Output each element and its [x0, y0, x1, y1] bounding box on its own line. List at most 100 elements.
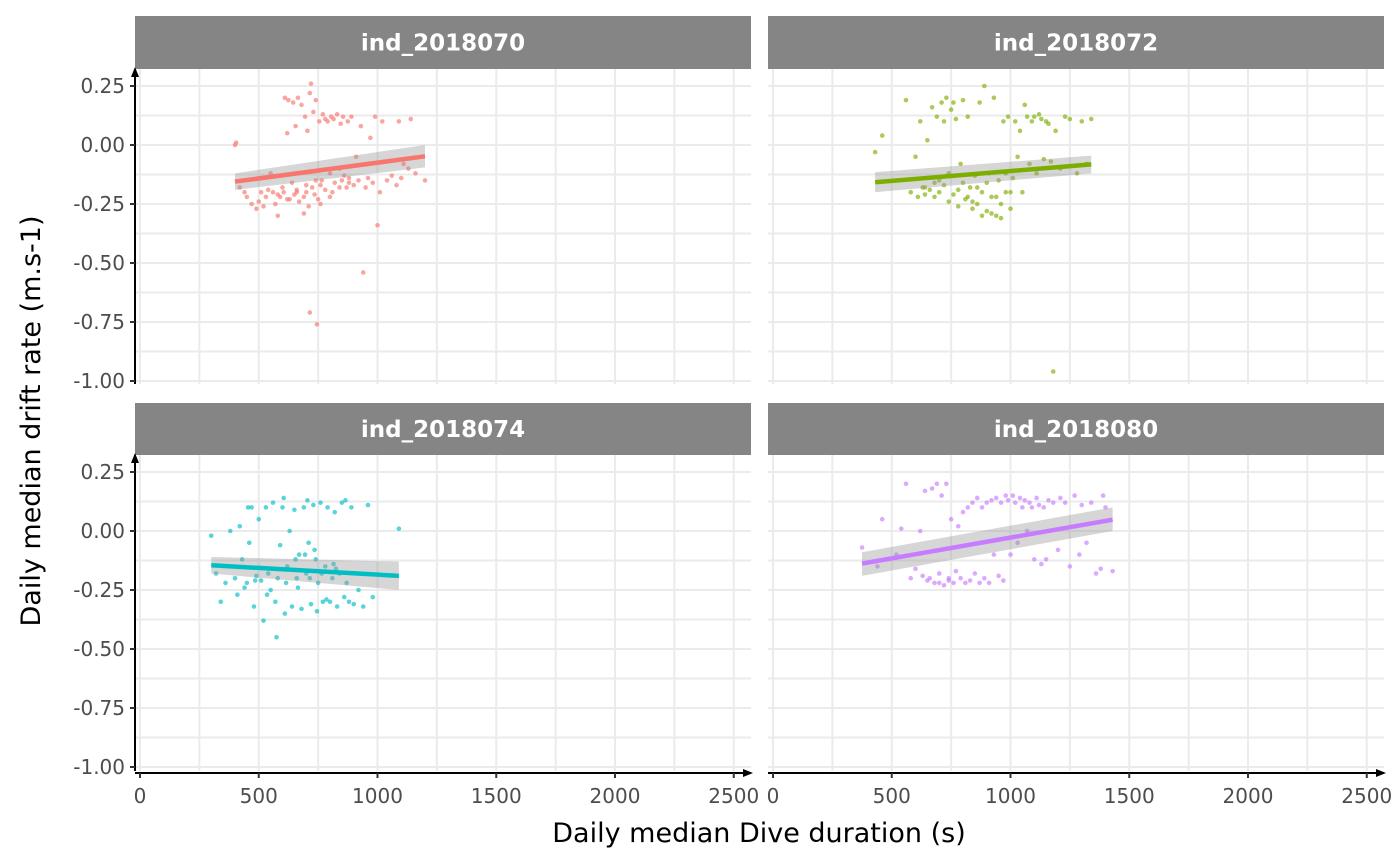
data-point: [941, 582, 947, 588]
data-point: [340, 114, 346, 119]
data-point: [327, 194, 333, 200]
data-point: [301, 194, 307, 200]
data-point: [955, 523, 961, 529]
data-point: [249, 505, 254, 510]
data-point: [1036, 502, 1042, 508]
x-tick-label: 2000: [1223, 784, 1274, 808]
data-point: [1003, 189, 1009, 195]
data-point: [953, 568, 959, 574]
data-point: [318, 182, 323, 188]
data-point: [341, 173, 347, 178]
data-point: [1008, 189, 1013, 195]
y-axis-arrow: [131, 67, 139, 77]
data-point: [984, 500, 990, 505]
data-point: [349, 114, 354, 119]
data-point: [932, 180, 937, 186]
data-point: [955, 204, 961, 209]
y-tick-label: -0.75: [73, 696, 125, 720]
data-point: [311, 109, 316, 115]
confidence-ribbon: [211, 556, 399, 590]
facet-panel-ind_2018070: ind_2018070: [135, 16, 751, 384]
data-point: [944, 95, 949, 101]
data-point: [972, 571, 978, 576]
data-point: [1015, 540, 1020, 546]
data-point: [1024, 528, 1030, 534]
data-point: [307, 90, 313, 96]
data-point: [1053, 128, 1058, 134]
data-point: [1034, 171, 1039, 176]
x-tick-label: 1500: [1104, 784, 1155, 808]
data-point: [273, 599, 278, 605]
data-point: [273, 201, 278, 207]
data-point: [958, 575, 963, 581]
data-point: [1039, 561, 1044, 567]
data-point: [932, 194, 937, 200]
data-point: [261, 204, 266, 209]
y-tick-label: 0.25: [80, 460, 125, 484]
data-point: [286, 97, 291, 103]
data-point: [344, 185, 349, 190]
data-point: [991, 95, 997, 101]
data-point: [925, 137, 930, 143]
data-point: [365, 502, 371, 508]
data-point: [356, 178, 361, 183]
data-point: [1027, 161, 1032, 167]
data-point: [256, 516, 262, 522]
data-point: [282, 611, 288, 616]
data-point: [1093, 571, 1099, 576]
data-point: [320, 112, 326, 117]
data-point: [1103, 505, 1108, 510]
data-point: [974, 495, 980, 501]
data-point: [237, 523, 243, 529]
data-point: [379, 119, 385, 124]
data-point: [330, 189, 335, 195]
data-point: [277, 542, 283, 548]
data-point: [275, 213, 281, 219]
data-point: [1039, 116, 1044, 122]
data-point: [1048, 159, 1054, 164]
data-point: [1012, 500, 1018, 505]
x-tick-label: 500: [873, 784, 911, 808]
data-point: [314, 608, 320, 614]
data-point: [1110, 568, 1115, 574]
data-point: [951, 100, 956, 105]
data-point: [939, 493, 944, 498]
data-point: [1010, 175, 1016, 181]
data-point: [308, 601, 314, 607]
data-point: [1058, 495, 1063, 501]
data-point: [955, 187, 961, 193]
data-point: [356, 587, 361, 593]
y-tick-label: 0.00: [80, 133, 125, 157]
data-point: [218, 599, 224, 605]
data-point: [322, 187, 328, 193]
data-point: [908, 575, 914, 581]
data-point: [281, 189, 286, 195]
data-point: [908, 189, 914, 195]
data-point: [327, 171, 333, 176]
data-point: [903, 481, 909, 487]
data-point: [1062, 114, 1068, 119]
data-point: [265, 187, 271, 193]
data-point: [998, 500, 1004, 505]
data-point: [1041, 156, 1047, 162]
x-tick-label: 1000: [352, 784, 403, 808]
data-point: [299, 102, 304, 108]
data-point: [244, 194, 250, 200]
data-point: [408, 116, 414, 122]
data-point: [237, 185, 243, 190]
data-point: [232, 575, 238, 581]
data-point: [1022, 498, 1028, 503]
data-point: [339, 178, 345, 183]
data-point: [982, 575, 987, 581]
y-tick-label: 0.00: [80, 519, 125, 543]
data-point: [289, 604, 295, 609]
y-tick-label: -0.50: [73, 251, 125, 275]
data-point: [936, 189, 942, 195]
facet-panel-ind_2018074: ind_2018074: [135, 403, 751, 771]
data-point: [934, 114, 940, 119]
data-point: [946, 199, 952, 204]
data-point: [965, 505, 971, 510]
data-point: [235, 592, 240, 598]
data-point: [325, 505, 330, 510]
data-point: [1088, 500, 1094, 505]
